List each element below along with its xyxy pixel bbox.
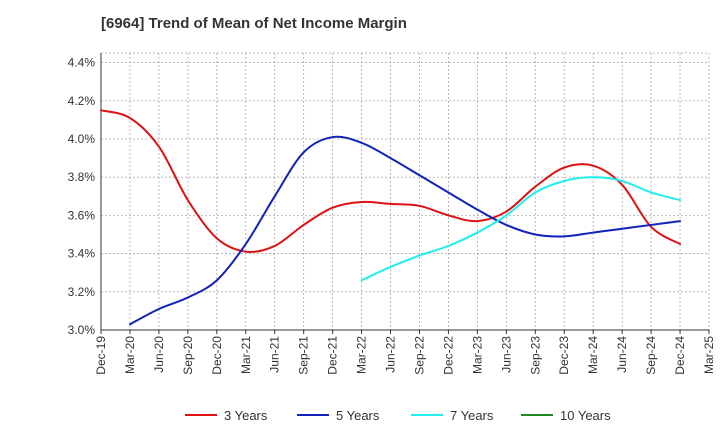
series-line-7-years: [360, 176, 682, 282]
legend: 3 Years 5 Years 7 Years 10 Years: [185, 408, 611, 423]
x-tick-label: Jun-22: [384, 336, 398, 373]
series-line-3-years: [100, 109, 682, 253]
x-tick-label: Sep-23: [528, 336, 542, 375]
chart-title: [6964] Trend of Mean of Net Income Margi…: [101, 15, 407, 32]
y-tick-label: 3.2%: [68, 285, 96, 299]
y-tick-label: 4.2%: [68, 94, 96, 108]
series-line-5-years: [128, 135, 682, 326]
legend-label: 10 Years: [560, 408, 611, 423]
x-tick-label: Dec-19: [94, 336, 108, 375]
y-tick-label: 3.6%: [68, 208, 96, 222]
y-tick-label: 4.0%: [68, 132, 96, 146]
y-tick-label: 4.4%: [68, 56, 96, 70]
x-tick-label: Dec-20: [210, 336, 224, 375]
x-tick-label: Sep-20: [181, 336, 195, 375]
x-tick-label: Jun-21: [268, 336, 282, 373]
legend-label: 3 Years: [224, 408, 268, 423]
y-tick-labels: 3.0% 3.2% 3.4% 3.6% 3.8% 4.0% 4.2% 4.4%: [68, 56, 96, 337]
x-tick-label: Dec-22: [441, 336, 455, 375]
x-tick-label: Jun-23: [499, 336, 513, 373]
plot-background: [101, 53, 709, 330]
x-tick-label: Sep-21: [297, 336, 311, 375]
y-tick-label: 3.0%: [68, 323, 96, 337]
y-tick-label: 3.8%: [68, 170, 96, 184]
x-tick-label: Dec-24: [673, 336, 687, 375]
x-tick-label: Sep-24: [644, 336, 658, 375]
x-tick-label: Jun-20: [152, 336, 166, 373]
x-tick-label: Dec-23: [557, 336, 571, 375]
legend-label: 7 Years: [450, 408, 494, 423]
x-tick-label: Mar-23: [470, 336, 484, 374]
x-tick-label: Dec-21: [326, 336, 340, 375]
legend-label: 5 Years: [336, 408, 380, 423]
y-tick-label: 3.4%: [68, 247, 96, 261]
x-tick-label: Mar-22: [355, 336, 369, 374]
x-tick-label: Mar-21: [239, 336, 253, 374]
x-tick-label: Sep-22: [412, 336, 426, 375]
x-tick-label: Mar-25: [702, 336, 716, 374]
x-tick-labels: Dec-19 Mar-20 Jun-20 Sep-20 Dec-20 Mar-21 Jun-…: [94, 336, 716, 375]
x-tick-label: Mar-20: [123, 336, 137, 374]
grid-lines: [101, 52, 710, 330]
series-lines: [100, 109, 682, 326]
x-tick-label: Mar-24: [586, 336, 600, 374]
axes: [100, 53, 710, 334]
x-tick-label: Jun-24: [615, 336, 629, 373]
